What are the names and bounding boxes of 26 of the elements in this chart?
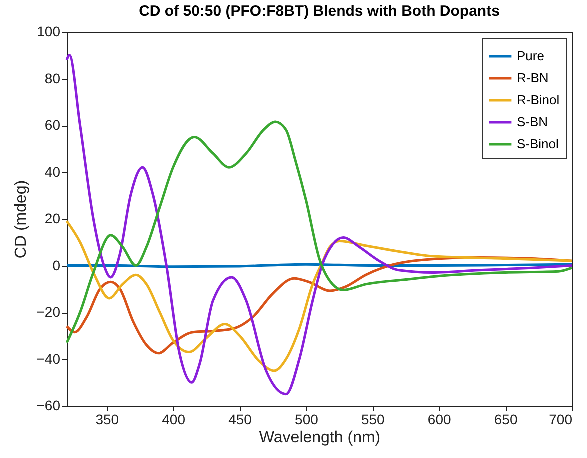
y-tick-label: 20	[44, 210, 61, 226]
x-tick-label: 550	[361, 412, 386, 428]
line-series	[66, 220, 574, 372]
y-tick-label: 80	[44, 70, 61, 86]
x-tick-label: 450	[228, 412, 252, 428]
x-tick-label: 700	[549, 412, 573, 428]
y-tick-label: −20	[36, 304, 61, 320]
x-tick-label: 400	[162, 412, 186, 428]
legend-label: R-BN	[517, 70, 549, 86]
legend-label: S-Binol	[517, 136, 560, 152]
legend-label: R-Binol	[517, 92, 560, 108]
x-tick-label: 650	[494, 412, 518, 428]
chart-title: CD of 50:50 (PFO:F8BT) Blends with Both Dopants	[139, 3, 500, 20]
y-tick-label: 40	[44, 164, 61, 180]
y-tick-label: 100	[37, 24, 61, 40]
y-axis-title: CD (mdeg)	[12, 180, 30, 259]
x-tick-label: 600	[428, 412, 452, 428]
y-tick-label: 60	[44, 117, 61, 133]
legend-label: Pure	[517, 48, 544, 64]
x-axis-title: Wavelength (nm)	[259, 430, 381, 446]
y-tick-label: 0	[52, 257, 61, 274]
y-tick-label: −40	[36, 350, 61, 367]
x-tick-label: 350	[96, 412, 120, 428]
x-tick-label: 500	[295, 412, 319, 428]
legend-label: S-BN	[517, 114, 548, 130]
y-tick-label: −60	[36, 398, 61, 414]
